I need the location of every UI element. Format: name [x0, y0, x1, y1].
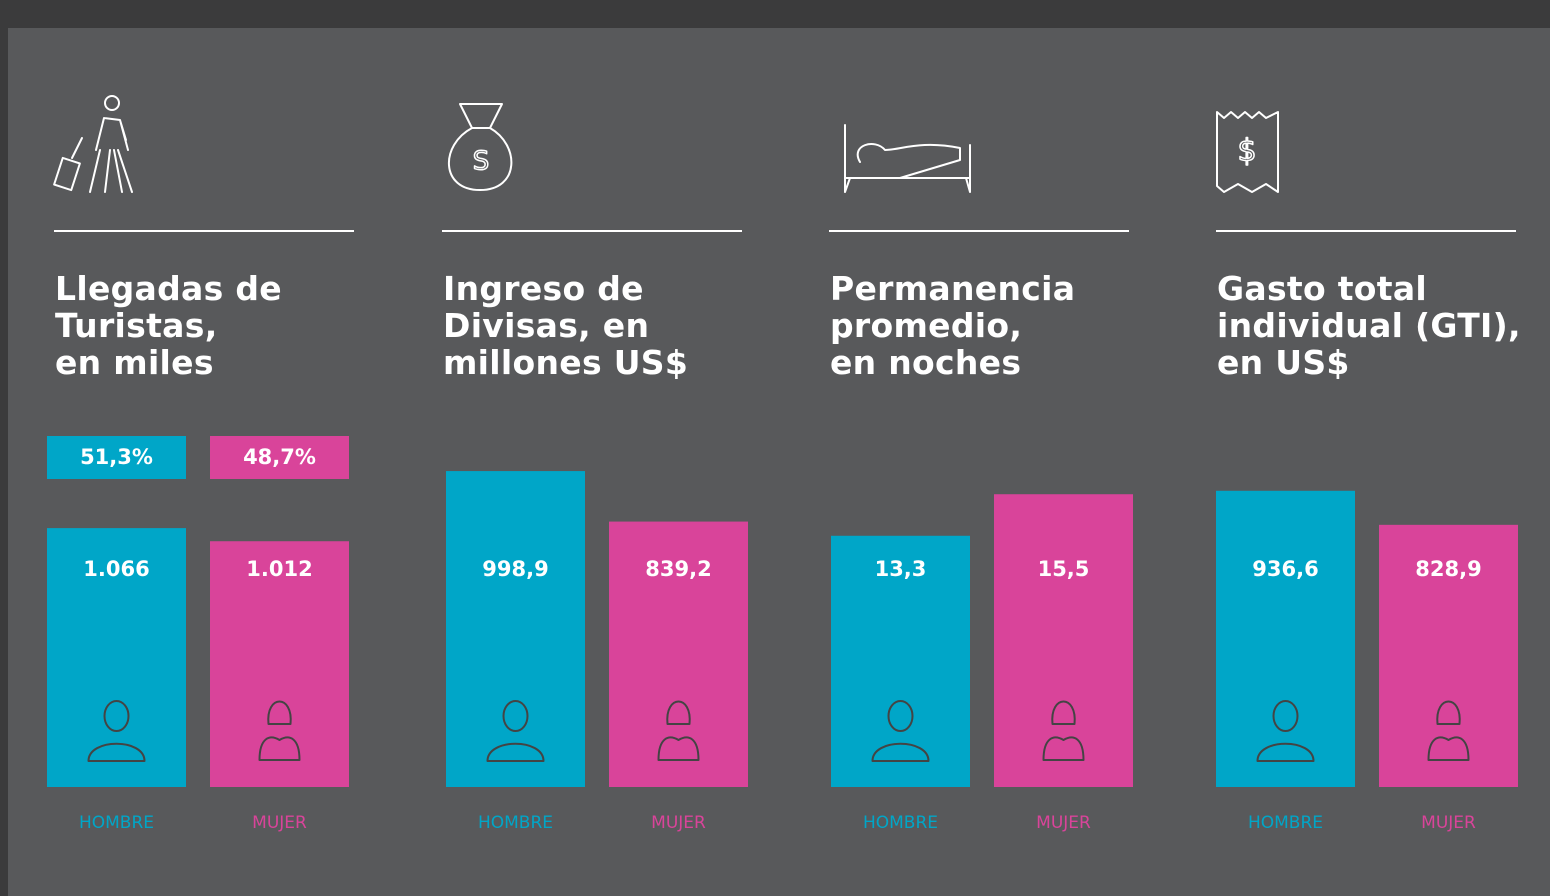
- value-label: 839,2: [645, 557, 711, 581]
- person-body: [258, 736, 301, 761]
- category-label: MUJER: [252, 813, 307, 833]
- category-label: MUJER: [651, 813, 706, 833]
- category-label: HOMBRE: [1248, 813, 1323, 833]
- value-label: 13,3: [875, 557, 927, 581]
- svg-text:$: $: [1237, 134, 1256, 169]
- person-head: [267, 700, 292, 725]
- bar: [446, 471, 585, 787]
- person-icon: [258, 700, 301, 761]
- value-label: 998,9: [482, 557, 548, 581]
- person-head: [666, 700, 691, 725]
- category-label: HOMBRE: [478, 813, 553, 833]
- person-icon: [486, 700, 545, 762]
- bar: [1379, 524, 1518, 787]
- bar: [1216, 490, 1355, 787]
- share-label: 51,3%: [80, 445, 153, 469]
- person-icon: [1042, 700, 1085, 761]
- category-label: MUJER: [1036, 813, 1091, 833]
- person-body: [1256, 742, 1315, 762]
- bar: [994, 494, 1133, 787]
- person-icon: [871, 700, 930, 762]
- receipt-icon: $: [1216, 111, 1279, 193]
- bar: [210, 541, 349, 787]
- svg-text:S: S: [473, 147, 490, 177]
- panel-title: Gasto total individual (GTI), en US$: [1217, 269, 1521, 382]
- category-label: MUJER: [1421, 813, 1476, 833]
- traveler-icon: [53, 95, 133, 193]
- person-body: [87, 742, 146, 762]
- panel-title: Permanencia promedio, en noches: [830, 269, 1076, 382]
- value-label: 1.066: [83, 557, 149, 581]
- bed-icon: [844, 124, 971, 193]
- person-icon: [87, 700, 146, 762]
- share-box: [47, 436, 186, 479]
- money-bag-icon: S: [448, 103, 513, 191]
- person-body: [486, 742, 545, 762]
- person-head: [103, 700, 130, 732]
- value-label: 828,9: [1415, 557, 1481, 581]
- bar: [609, 521, 748, 787]
- person-head: [1272, 700, 1299, 732]
- person-body: [1042, 736, 1085, 761]
- person-body: [871, 742, 930, 762]
- person-head: [502, 700, 529, 732]
- person-head: [1051, 700, 1076, 725]
- bar: [831, 535, 970, 787]
- category-label: HOMBRE: [79, 813, 154, 833]
- category-label: HOMBRE: [863, 813, 938, 833]
- person-body: [1427, 736, 1470, 761]
- panel-title: Ingreso de Divisas, en millones US$: [443, 269, 689, 382]
- share-box: [210, 436, 349, 479]
- value-label: 1.012: [246, 557, 312, 581]
- person-head: [1436, 700, 1461, 725]
- person-body: [657, 736, 700, 761]
- panel-title: Llegadas de Turistas, en miles: [55, 269, 282, 382]
- person-icon: [1427, 700, 1470, 761]
- value-label: 936,6: [1252, 557, 1318, 581]
- person-head: [887, 700, 914, 732]
- person-icon: [657, 700, 700, 761]
- person-icon: [1256, 700, 1315, 762]
- share-label: 48,7%: [243, 445, 316, 469]
- value-label: 15,5: [1038, 557, 1090, 581]
